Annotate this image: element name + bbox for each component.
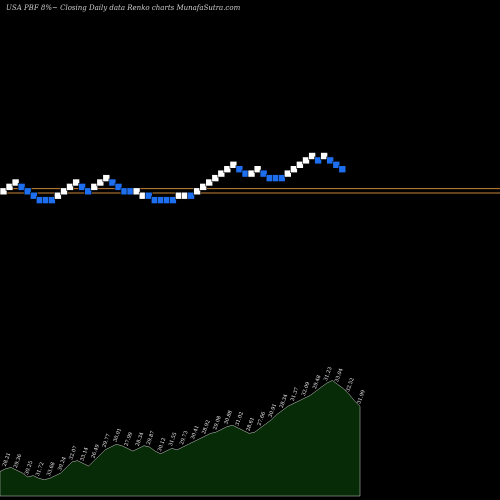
renko-brick-up	[217, 169, 226, 178]
renko-brick-up	[72, 178, 80, 187]
renko-brick-down	[235, 165, 244, 173]
renko-brick-down	[314, 156, 322, 165]
volume-label: 31.99	[356, 389, 367, 405]
volume-area-path	[0, 380, 361, 497]
renko-brick-down	[187, 191, 195, 200]
volume-label: 30.41	[190, 425, 201, 441]
volume-label: 32.09	[301, 381, 312, 397]
volume-label: 30.88	[223, 410, 234, 426]
volume-label: 30.91	[268, 403, 279, 419]
volume-label: 31.72	[35, 461, 46, 477]
volume-label: 28.34	[135, 432, 146, 448]
volume-label: 29.87	[146, 430, 157, 446]
renko-brick-down	[259, 169, 268, 178]
volume-label: 28.34	[279, 393, 290, 409]
renko-brick-down	[78, 183, 86, 191]
renko-bricks	[0, 152, 347, 204]
renko-brick-down	[48, 196, 56, 204]
renko-brick-up	[302, 156, 310, 165]
renko-brick-up	[283, 169, 292, 178]
volume-label: 33.14	[79, 447, 90, 463]
renko-brick-up	[11, 178, 20, 187]
renko-brick-up	[90, 183, 99, 191]
volume-label: 30.12	[157, 437, 168, 453]
volume-label: 27.99	[124, 432, 135, 448]
volume-label: 31.02	[234, 411, 245, 427]
renko-brick-up	[96, 178, 105, 187]
volume-label: 29.73	[179, 430, 190, 446]
renko-brick-down	[17, 183, 26, 191]
renko-brick-up	[102, 174, 111, 182]
renko-brick-down	[114, 183, 123, 191]
volume-label: 31.55	[168, 432, 179, 448]
volume-label: 28.92	[201, 419, 212, 435]
renko-brick-down	[326, 156, 335, 165]
volume-label: 33.04	[334, 368, 345, 384]
renko-brick-up	[223, 165, 232, 173]
volume-label: 29.48	[312, 374, 323, 390]
renko-brick-up	[247, 169, 256, 178]
renko-brick-up	[60, 187, 68, 196]
renko-brick-up	[5, 183, 14, 191]
renko-brick-down	[29, 191, 38, 200]
chart-header: USA PBF 8%~ Closing Daily data Renko cha…	[6, 4, 241, 12]
volume-label: 29.77	[101, 433, 112, 449]
volume-label: 31.23	[323, 366, 334, 382]
renko-brick-up	[54, 191, 62, 200]
renko-brick-up	[0, 187, 8, 196]
renko-brick-down	[169, 196, 177, 204]
volume-label: 31.37	[290, 387, 301, 403]
volume-label: 30.01	[113, 427, 124, 443]
renko-brick-up	[320, 152, 328, 160]
volume-label: 29.08	[212, 415, 223, 431]
volume-label: 28.21	[2, 452, 13, 468]
renko-brick-up	[66, 183, 74, 191]
renko-brick-down	[144, 191, 153, 200]
volume-label: 29.36	[13, 453, 24, 469]
renko-brick-down	[23, 187, 32, 196]
renko-brick-up	[211, 174, 220, 182]
volume-label: 30.24	[57, 456, 68, 472]
volume-label: 30.25	[24, 460, 35, 476]
renko-brick-up	[253, 165, 262, 173]
renko-brick-up	[290, 165, 298, 173]
renko-brick-up	[193, 187, 201, 196]
renko-brick-up	[296, 161, 304, 169]
volume-label: 27.66	[257, 411, 268, 427]
renko-brick-up	[229, 161, 238, 169]
renko-brick-down	[332, 161, 341, 169]
renko-brick-up	[132, 187, 141, 196]
reference-lines	[0, 188, 500, 194]
volume-label: 28.61	[245, 417, 256, 433]
volume-label: 32.52	[345, 377, 356, 393]
renko-brick-up	[308, 152, 316, 160]
volume-area	[0, 380, 361, 497]
volume-label: 32.07	[68, 445, 79, 461]
renko-brick-down	[277, 174, 286, 182]
renko-brick-down	[108, 178, 117, 187]
renko-brick-down	[84, 187, 92, 196]
renko-brick-up	[205, 178, 213, 187]
renko-brick-up	[199, 183, 207, 191]
volume-label: 33.68	[46, 461, 57, 477]
renko-brick-down	[338, 165, 347, 173]
volume-label: 26.49	[90, 444, 101, 460]
